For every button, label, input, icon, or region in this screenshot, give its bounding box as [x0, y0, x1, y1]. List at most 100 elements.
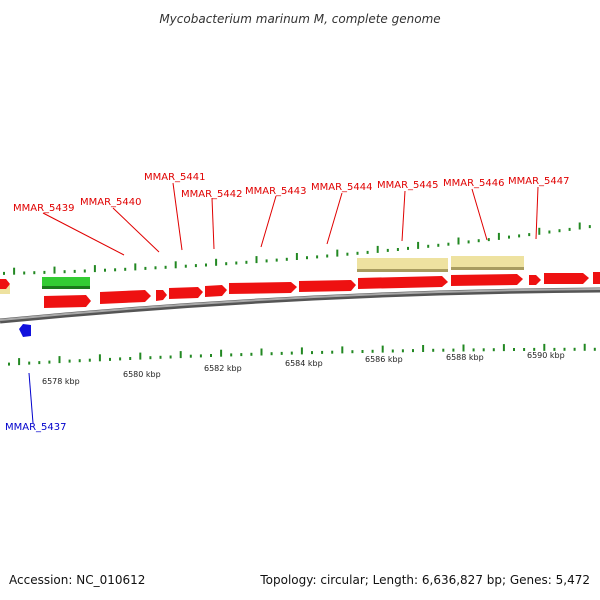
- cds-arrow: [44, 295, 91, 308]
- major-tick: [98, 354, 101, 362]
- minor-tick: [593, 347, 596, 351]
- minor-tick: [280, 351, 283, 355]
- minor-tick: [114, 268, 117, 272]
- misc-feature-left: [0, 285, 10, 294]
- minor-tick: [573, 347, 576, 351]
- minor-tick: [427, 244, 430, 248]
- minor-tick: [235, 261, 238, 265]
- minor-tick: [371, 349, 374, 353]
- minor-tick: [442, 348, 445, 352]
- gene-label-mmar-5445[interactable]: MMAR_5445: [377, 180, 439, 191]
- major-tick: [417, 241, 420, 249]
- gene-label-mmar-5444[interactable]: MMAR_5444: [311, 182, 373, 193]
- major-tick: [502, 344, 505, 352]
- minor-tick: [452, 348, 455, 352]
- minor-tick: [321, 350, 324, 354]
- minor-tick: [518, 234, 521, 238]
- cds-arrow: [299, 280, 356, 292]
- minor-tick: [38, 361, 41, 365]
- minor-tick: [109, 357, 111, 361]
- minor-tick: [548, 230, 551, 234]
- minor-tick: [8, 362, 10, 366]
- minor-tick: [401, 349, 404, 353]
- major-tick: [336, 249, 339, 257]
- leader-line: [172, 182, 183, 251]
- minor-tick: [437, 243, 440, 247]
- major-tick: [578, 222, 581, 230]
- tick-label: 6584 kbp: [285, 359, 323, 368]
- major-tick: [381, 345, 384, 353]
- leader-line: [326, 192, 343, 245]
- gene-label-mmar-5437[interactable]: MMAR_5437: [5, 422, 67, 433]
- major-tick: [543, 343, 546, 351]
- leader-line: [260, 195, 277, 248]
- minor-tick: [119, 357, 122, 361]
- minor-tick: [391, 349, 394, 353]
- rna-feature: [42, 277, 90, 286]
- gene-label-mmar-5439[interactable]: MMAR_5439: [13, 203, 75, 214]
- genome-backbone: [0, 287, 600, 324]
- gene-label-mmar-5442[interactable]: MMAR_5442: [181, 189, 243, 200]
- gene-label-mmar-5440[interactable]: MMAR_5440: [80, 197, 142, 208]
- minor-tick: [467, 240, 470, 244]
- minor-tick: [326, 254, 329, 258]
- cds-arrow: [0, 279, 10, 289]
- cds-arrow: [593, 272, 600, 284]
- tick-label: 6586 kbp: [365, 355, 403, 364]
- minor-tick: [508, 235, 510, 239]
- genome-backbone-highlight: [0, 288, 600, 321]
- minor-tick: [553, 347, 556, 351]
- minor-tick: [189, 354, 192, 358]
- minor-tick: [407, 246, 409, 250]
- minor-tick: [533, 347, 536, 351]
- minor-tick: [250, 352, 253, 356]
- map-title: Mycobacterium marinum M, complete genome: [159, 12, 440, 26]
- cds-arrow: [169, 287, 203, 299]
- minor-tick: [169, 355, 172, 359]
- cds-arrow: [156, 290, 167, 301]
- leader-line: [471, 188, 488, 241]
- minor-tick: [492, 348, 495, 352]
- major-tick: [341, 346, 344, 354]
- minor-tick: [48, 360, 51, 364]
- minor-tick: [43, 270, 46, 274]
- major-tick: [462, 344, 465, 352]
- minor-tick: [124, 267, 127, 271]
- leader-line: [42, 212, 125, 256]
- major-tick: [13, 267, 16, 275]
- minor-tick: [28, 361, 31, 365]
- minor-tick: [311, 351, 313, 355]
- leader-line: [112, 207, 160, 253]
- minor-tick: [432, 348, 435, 352]
- minor-tick: [68, 359, 71, 363]
- minor-tick: [270, 352, 273, 356]
- major-tick: [583, 343, 586, 351]
- cds-plus-track: [0, 272, 600, 308]
- misc-feature-2-shadow: [451, 267, 524, 270]
- gene-label-mmar-5447[interactable]: MMAR_5447: [508, 176, 570, 187]
- cds-minus-arrow: [19, 324, 31, 337]
- minor-tick: [164, 265, 167, 269]
- gene-label-mmar-5443[interactable]: MMAR_5443: [245, 186, 307, 197]
- minor-tick: [285, 257, 288, 261]
- tick-label: 6590 kbp: [527, 351, 565, 360]
- cds-arrow: [100, 290, 151, 304]
- major-tick: [538, 227, 541, 235]
- minor-tick: [144, 266, 147, 270]
- rna-feature-shadow: [42, 286, 90, 289]
- minor-tick: [129, 357, 132, 360]
- minor-tick: [83, 269, 86, 273]
- gene-label-mmar-5441[interactable]: MMAR_5441: [144, 172, 206, 183]
- gene-label-mmar-5446[interactable]: MMAR_5446: [443, 178, 505, 189]
- tick-label: 6588 kbp: [446, 353, 484, 362]
- tick-label: 6582 kbp: [204, 364, 242, 373]
- cds-arrow: [544, 273, 589, 284]
- major-tick: [376, 245, 379, 253]
- minor-tick: [568, 227, 571, 231]
- leader-line: [401, 190, 406, 242]
- minor-tick: [199, 354, 202, 358]
- major-tick: [53, 266, 56, 274]
- major-tick: [457, 237, 460, 245]
- minor-tick: [487, 238, 490, 242]
